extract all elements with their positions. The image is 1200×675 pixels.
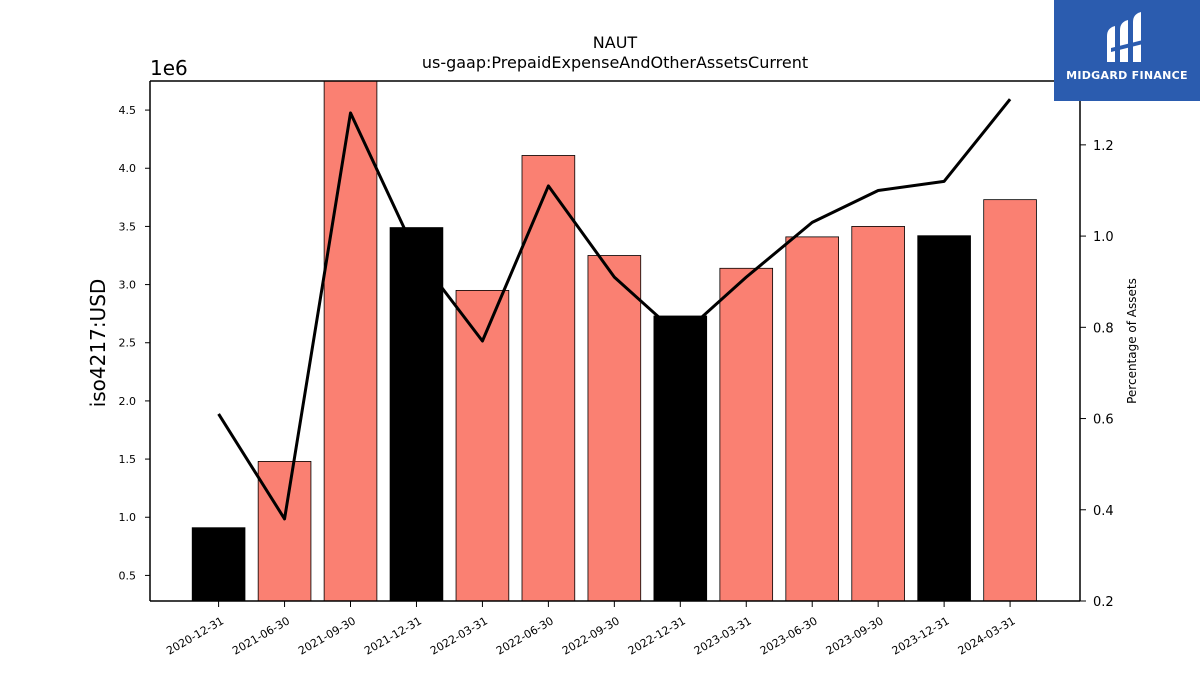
x-tick-label: 2021-09-30 [296,614,358,657]
x-tick-label: 2022-06-30 [494,614,556,657]
midgard-logo-icon [1107,12,1143,62]
y2-tick-label: 1.0 [1093,230,1114,245]
bar [587,255,642,602]
chart-subtitle: us-gaap:PrepaidExpenseAndOtherAssetsCurr… [422,53,808,72]
y2-tick-label: 0.6 [1093,413,1114,428]
y-tick-label: 3.0 [119,279,137,292]
x-tick-label: 2021-06-30 [230,614,292,657]
bar [521,155,576,602]
bar [785,236,839,602]
logo-text: MIDGARD FINANCE [1066,69,1188,82]
y-tick-label: 1.0 [119,511,137,524]
x-tick-label: 2022-12-31 [626,614,688,657]
bar [389,227,444,602]
y-tick-label: 4.0 [119,162,137,175]
bar [719,267,774,602]
x-tick-label: 2023-09-30 [824,614,886,657]
bar [191,527,246,602]
y-tick-label: 2.0 [119,395,137,408]
x-tick-label: 2021-12-31 [362,614,424,657]
x-tick-label: 2024-03-31 [956,614,1018,657]
x-tick-label: 2022-09-30 [560,614,622,657]
bar [653,315,708,602]
y-tick-label: 1.5 [119,453,137,466]
x-tick-label: 2023-03-31 [692,614,754,657]
y2-tick-label: 0.8 [1093,321,1114,336]
bar [983,199,1037,602]
bar [323,80,378,602]
bar [851,226,905,602]
y-tick-label: 2.5 [119,337,137,350]
y-tick-label: 0.5 [119,569,137,582]
y-tick-label: 4.5 [119,104,137,117]
y-tick-label: 3.5 [119,220,137,233]
percentage-line [217,98,1012,521]
bar [917,235,971,602]
y2-tick-label: 1.2 [1093,139,1114,154]
y-offset-label: 1e6 [150,56,188,80]
y-axis-label: iso4217:USD [86,279,110,408]
y2-tick-label: 0.4 [1093,504,1114,519]
bar [455,289,510,602]
x-tick-label: 2022-03-31 [428,614,490,657]
x-tick-label: 2020-12-31 [164,614,226,657]
bar [257,461,312,602]
y2-tick-label: 0.2 [1093,595,1114,610]
chart-title: NAUT [593,33,638,52]
y2-axis-label: Percentage of Assets [1125,278,1139,404]
x-tick-label: 2023-12-31 [890,614,952,657]
x-tick-label: 2023-06-30 [758,614,820,657]
brand-logo: MIDGARD FINANCE [1054,0,1200,101]
